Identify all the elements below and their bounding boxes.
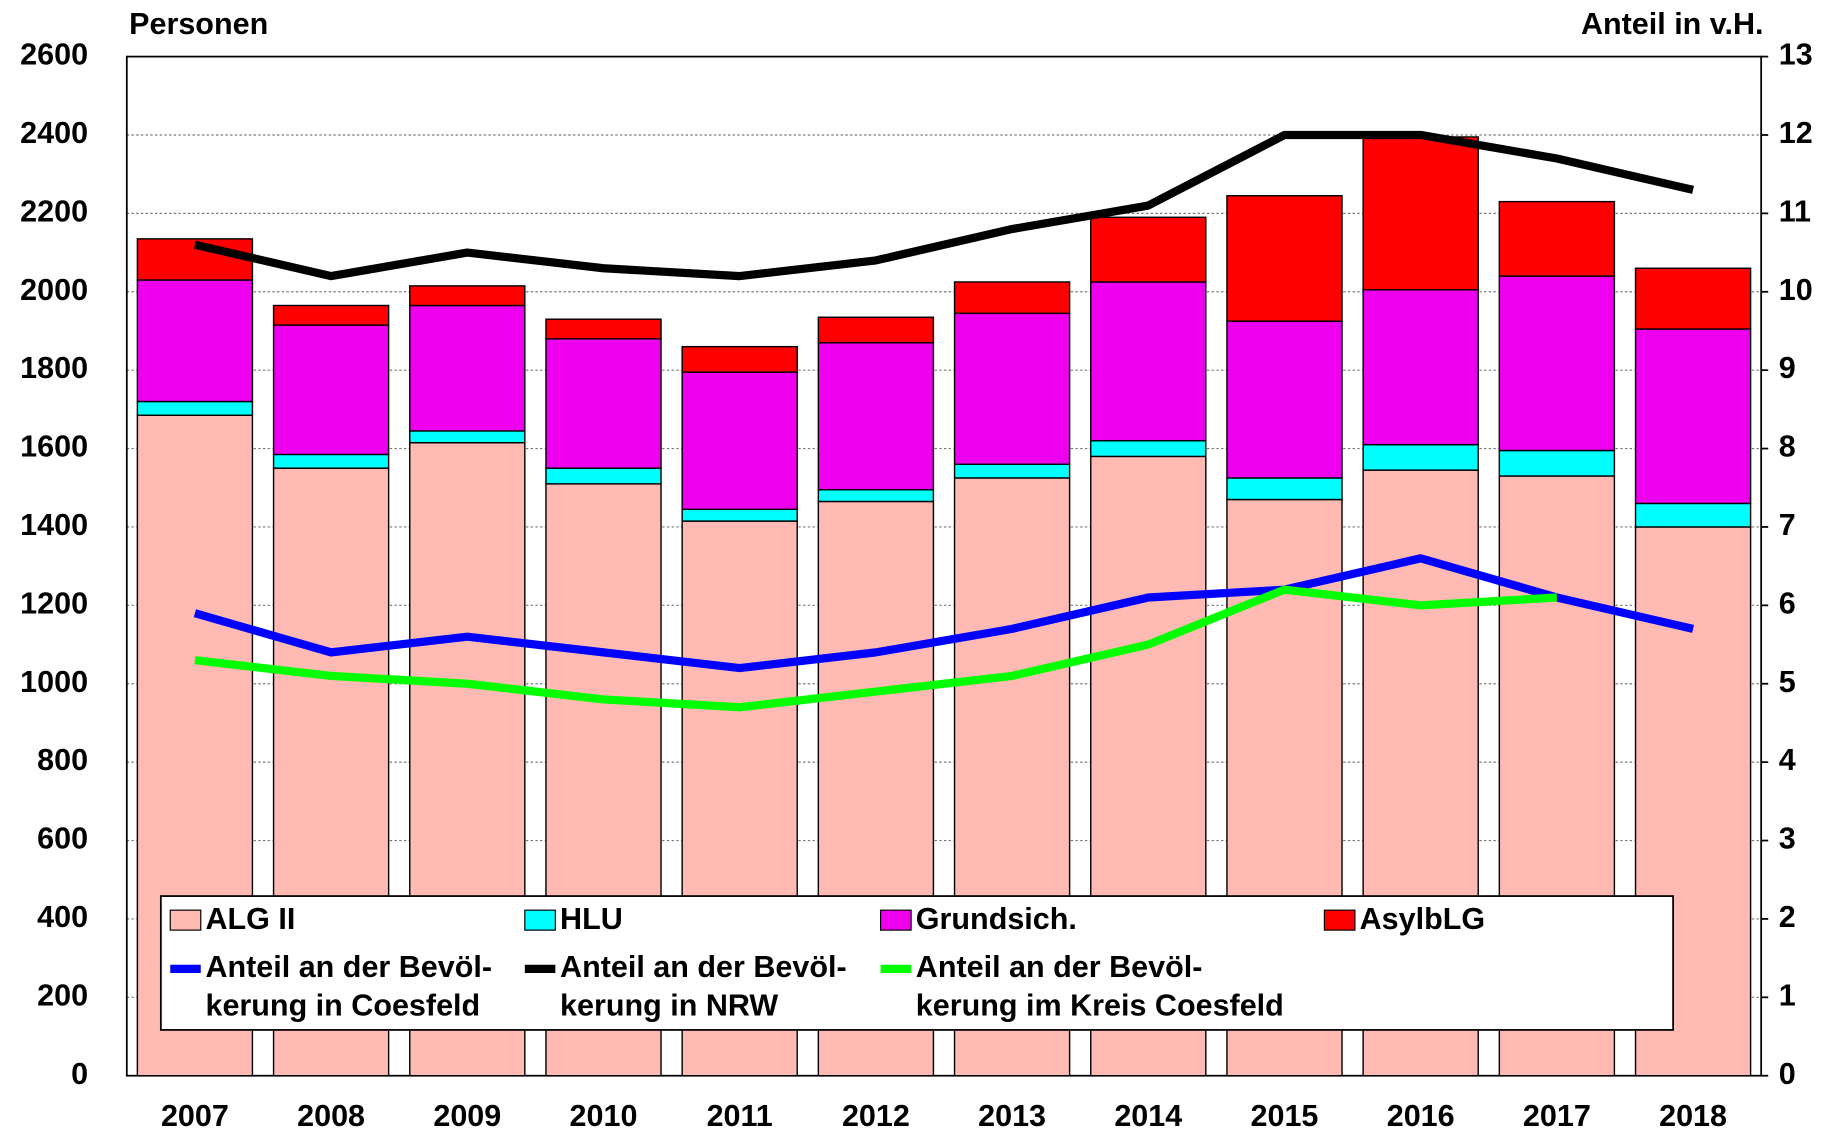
bar-segment — [1498, 449, 1616, 477]
bar-segment — [409, 430, 526, 444]
y2-axis-label: Anteil in v.H. — [1581, 7, 1764, 41]
x-tick-label: 2016 — [1387, 1099, 1455, 1133]
y-tick-label: 1800 — [20, 351, 88, 385]
legend-swatch — [524, 909, 556, 931]
line-series — [194, 585, 1558, 712]
x-tick-label: 2008 — [297, 1099, 365, 1133]
bar-segment — [817, 316, 935, 344]
x-tick-label: 2013 — [978, 1099, 1046, 1133]
y2-tick-label: 9 — [1779, 351, 1796, 385]
y2-tick-label: 3 — [1779, 822, 1796, 856]
legend-label: AsylbLG — [1360, 902, 1485, 936]
bar-segment — [1498, 200, 1616, 277]
y-tick-label: 200 — [37, 978, 88, 1012]
bar-segment — [136, 279, 254, 403]
legend-label: Grundsich. — [916, 902, 1077, 936]
y-tick-label: 1200 — [20, 586, 88, 620]
y-tick-label: 1000 — [20, 665, 88, 699]
y2-tick-label: 11 — [1779, 194, 1811, 228]
bar-segment — [136, 400, 254, 416]
y-axis-label: Personen — [129, 7, 268, 41]
y2-tick-label: 1 — [1779, 978, 1796, 1012]
line-series — [193, 130, 1694, 281]
y-tick-label: 2400 — [20, 116, 88, 150]
bar-segment — [681, 371, 798, 511]
x-tick-label: 2010 — [570, 1099, 638, 1133]
bar-segment — [1634, 328, 1752, 505]
x-tick-label: 2017 — [1523, 1099, 1591, 1133]
bar-segment — [1498, 275, 1616, 452]
y2-tick-label: 7 — [1779, 508, 1796, 542]
bar-segment — [545, 338, 662, 469]
y2-tick-label: 4 — [1779, 743, 1796, 777]
bar-segment — [681, 508, 798, 522]
y-tick-label: 2200 — [20, 194, 88, 228]
x-tick-label: 2009 — [433, 1099, 501, 1133]
y2-tick-label: 10 — [1779, 273, 1813, 307]
bar-segment — [1226, 195, 1343, 322]
legend-label: Anteil an der Bevöl-kerung in NRW — [560, 950, 847, 1023]
bar-segment — [1226, 320, 1343, 479]
x-tick-label: 2007 — [161, 1099, 229, 1133]
y2-tick-label: 8 — [1779, 430, 1796, 464]
y-tick-label: 0 — [71, 1057, 88, 1091]
legend-swatch — [169, 909, 202, 931]
bar-segment — [817, 342, 935, 491]
x-tick-label: 2018 — [1659, 1099, 1727, 1133]
legend-label: Anteil an der Bevöl-kerung im Kreis Coes… — [916, 950, 1284, 1023]
bar-segment — [681, 345, 798, 373]
bar-segment — [272, 304, 390, 326]
legend-swatch — [879, 909, 912, 931]
y-tick-label: 400 — [37, 900, 88, 934]
bar-segment — [1090, 281, 1207, 442]
y2-tick-label: 2 — [1779, 900, 1796, 934]
plot-frame — [125, 55, 1763, 1077]
bar-segment — [1362, 136, 1479, 291]
y-tick-label: 600 — [37, 822, 88, 856]
bar-segment — [1090, 440, 1207, 458]
y-tick-label: 2600 — [20, 38, 88, 72]
bar-segment — [545, 467, 662, 485]
bar-segment — [272, 453, 390, 469]
legend-swatch — [1323, 909, 1356, 931]
y-tick-label: 2000 — [20, 273, 88, 307]
bar-segment — [953, 312, 1071, 465]
bar-segment — [409, 285, 526, 307]
x-tick-label: 2011 — [707, 1099, 773, 1133]
bar-segment — [545, 318, 662, 340]
y-tick-label: 800 — [37, 743, 88, 777]
y2-tick-label: 5 — [1779, 665, 1796, 699]
y2-tick-label: 12 — [1779, 116, 1813, 150]
bar-segment — [1634, 502, 1752, 528]
x-tick-label: 2014 — [1114, 1099, 1182, 1133]
bar-segment — [953, 463, 1071, 479]
x-tick-label: 2015 — [1251, 1099, 1319, 1133]
y2-tick-label: 6 — [1779, 586, 1796, 620]
bar-segment — [1634, 267, 1752, 330]
y2-tick-label: 13 — [1779, 38, 1813, 72]
y-tick-label: 1600 — [20, 430, 88, 464]
bar-segment — [272, 324, 390, 456]
bar-segment — [817, 489, 935, 503]
bar-segment — [953, 281, 1071, 315]
y-tick-label: 1400 — [20, 508, 88, 542]
legend-box — [159, 895, 1674, 1031]
bar-segment — [1226, 477, 1343, 501]
bar-segment — [1362, 443, 1479, 471]
x-tick-label: 2012 — [842, 1099, 910, 1133]
legend-label: ALG II — [205, 902, 295, 936]
legend-label: HLU — [560, 902, 623, 936]
bar-segment — [1090, 216, 1207, 283]
legend-label: Anteil an der Bevöl-kerung in Coesfeld — [205, 950, 492, 1023]
line-series — [193, 554, 1694, 673]
y2-tick-label: 0 — [1779, 1057, 1796, 1091]
bar-segment — [1362, 289, 1479, 446]
bar-segment — [409, 304, 526, 432]
